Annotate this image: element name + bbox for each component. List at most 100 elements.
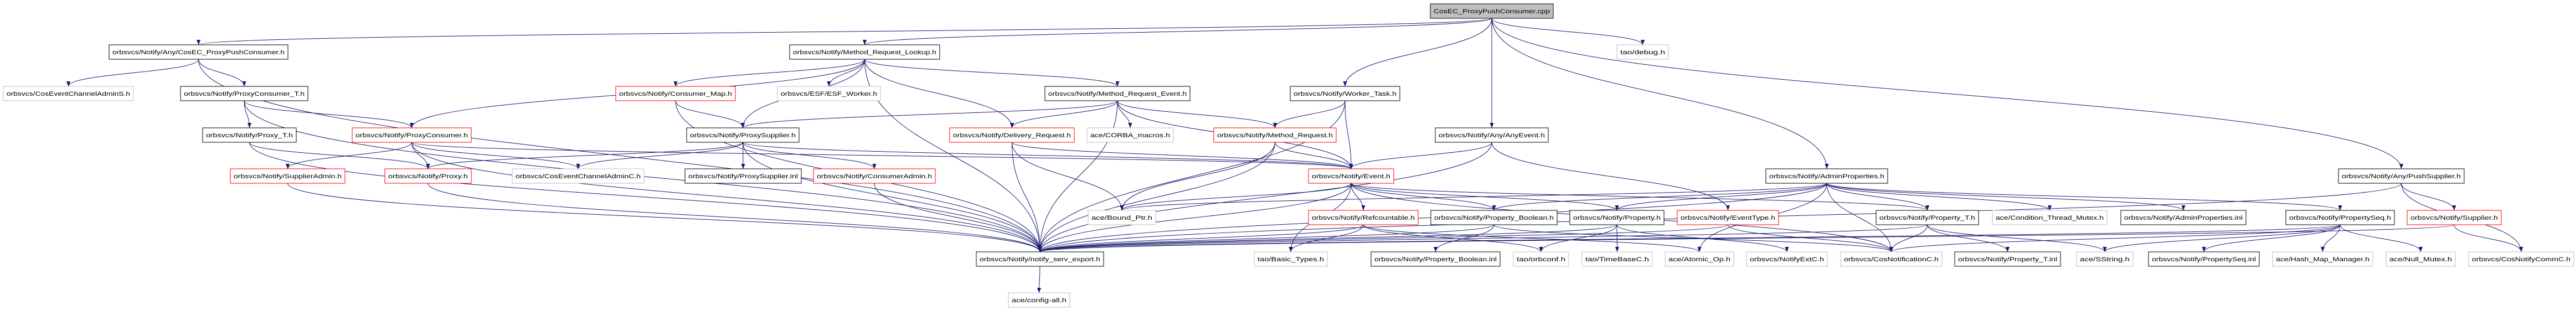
edge-orbsvcs-notify-adminproperties-h-to-ace-bound-ptr-h	[1120, 183, 1827, 211]
node-orbsvcs-notify-proxyconsumer-h[interactable]: orbsvcs/Notify/ProxyConsumer.h	[352, 127, 472, 143]
node-box	[1088, 210, 1156, 225]
edge-orbsvcs-notify-refcountable-h-to-ace-atomic-op-h	[1363, 224, 1702, 252]
node-ace-sstring-h: ace/SString.h	[2076, 251, 2134, 267]
node-orbsvcs-notify-property-boolean-inl[interactable]: orbsvcs/Notify/Property_Boolean.inl	[1371, 251, 1501, 267]
edge-orbsvcs-notify-consumer-map-h-to-orbsvcs-notify-proxysupplier-h	[675, 100, 745, 128]
node-box	[949, 127, 1075, 143]
node-label: CosEC_ProxyPushConsumer.cpp	[1434, 8, 1550, 15]
node-box	[2272, 251, 2373, 267]
node-label: orbsvcs/CosNotificationC.h	[1844, 256, 1939, 263]
edge-orbsvcs-notify-method-request-lookup-h-to-orbsvcs-notify-delivery-request-h	[864, 59, 1014, 128]
node-label: orbsvcs/Notify/Worker_Task.h	[1294, 91, 1397, 97]
node-box	[777, 86, 881, 101]
node-orbsvcs-notify-consumeradmin-h[interactable]: orbsvcs/Notify/ConsumerAdmin.h	[813, 168, 936, 184]
node-orbsvcs-notify-proxyconsumer-t-h[interactable]: orbsvcs/Notify/ProxyConsumer_T.h	[180, 86, 308, 101]
edge-orbsvcs-notify-property-boolean-h-to-orbsvcs-notify-property-boolean-inl	[1433, 224, 1495, 252]
node-orbsvcs-notify-adminproperties-inl[interactable]: orbsvcs/Notify/AdminProperties.inl	[2120, 210, 2247, 225]
node-box	[1569, 210, 1665, 225]
edge-orbsvcs-notify-proxyconsumer-h-to-orbsvcs-notify-event-h	[411, 142, 1353, 169]
node-label: orbsvcs/Notify/Delivery_Request.h	[953, 132, 1071, 139]
node-orbsvcs-notify-worker-task-h[interactable]: orbsvcs/Notify/Worker_Task.h	[1290, 86, 1400, 101]
edge-orbsvcs-notify-proxysupplier-h-to-orbsvcs-notify-notify-serv-export-h	[743, 142, 1042, 252]
edge-orbsvcs-notify-method-request-event-h-to-orbsvcs-notify-delivery-request-h	[1009, 100, 1118, 128]
node-orbsvcs-notify-delivery-request-h[interactable]: orbsvcs/Notify/Delivery_Request.h	[949, 127, 1075, 143]
node-label: tao/TimeBaseC.h	[1585, 256, 1649, 263]
edge-orbsvcs-notify-proxyconsumer-h-to-orbsvcs-notify-supplieradmin-h	[285, 142, 412, 169]
node-box	[2076, 251, 2134, 267]
node-orbsvcs-notify-method-request-h[interactable]: orbsvcs/Notify/Method_Request.h	[1213, 127, 1337, 143]
edge-orbsvcs-notify-consumeradmin-h-to-orbsvcs-notify-notify-serv-export-h	[874, 183, 1042, 252]
edge-orbsvcs-notify-method-request-lookup-h-to-orbsvcs-notify-consumer-map-h	[673, 59, 865, 87]
node-box	[3, 86, 134, 101]
node-box	[2468, 251, 2574, 267]
edge-orbsvcs-notify-event-h-to-orbsvcs-notify-notify-serv-export-h	[1038, 183, 1352, 252]
node-box	[789, 44, 940, 60]
node-label: orbsvcs/Notify/PropertySeq.inl	[2152, 256, 2256, 263]
edge-cosec-proxypushconsumer-cpp-to-orbsvcs-notify-method-request-lookup-h	[863, 18, 1492, 45]
node-box	[1581, 251, 1653, 267]
edge-orbsvcs-notify-proxyconsumer-h-to-orbsvcs-coseventchanneladminc-h	[411, 142, 580, 169]
nodes-layer: CosEC_ProxyPushConsumer.cpp orbsvcs/Notif…	[3, 3, 2574, 308]
node-orbsvcs-notify-supplier-h[interactable]: orbsvcs/Notify/Supplier.h	[2407, 210, 2502, 225]
node-orbsvcs-notify-event-h[interactable]: orbsvcs/Notify/Event.h	[1308, 168, 1394, 184]
node-orbsvcs-notify-propertyseq-h[interactable]: orbsvcs/Notify/PropertySeq.h	[2285, 210, 2395, 225]
edge-cosec-proxypushconsumer-cpp-to-tao-debug-h	[1491, 18, 1645, 45]
node-box	[1308, 210, 1419, 225]
node-orbsvcs-cosnotifycommc-h: orbsvcs/CosNotifyCommC.h	[2468, 251, 2574, 267]
node-orbsvcs-notify-proxysupplier-h[interactable]: orbsvcs/Notify/ProxySupplier.h	[686, 127, 800, 143]
edge-orbsvcs-notify-proxy-t-h-to-orbsvcs-notify-notify-serv-export-h	[249, 142, 1042, 252]
node-orbsvcs-notify-supplieradmin-h[interactable]: orbsvcs/Notify/SupplierAdmin.h	[230, 168, 346, 184]
node-orbsvcs-notify-method-request-lookup-h[interactable]: orbsvcs/Notify/Method_Request_Lookup.h	[789, 44, 940, 60]
edge-cosec-proxypushconsumer-cpp-to-orbsvcs-notify-worker-task-h	[1343, 18, 1492, 87]
node-label: tao/Basic_Types.h	[1258, 256, 1324, 263]
node-label: orbsvcs/Notify/Refcountable.h	[1312, 215, 1415, 221]
node-orbsvcs-notify-refcountable-h[interactable]: orbsvcs/Notify/Refcountable.h	[1308, 210, 1419, 225]
node-orbsvcs-notify-property-t-inl[interactable]: orbsvcs/Notify/Property_T.inl	[1954, 251, 2061, 267]
edge-orbsvcs-notify-worker-task-h-to-orbsvcs-notify-notify-serv-export-h	[1038, 100, 1346, 252]
edge-orbsvcs-notify-propertyseq-h-to-ace-null-mutex-h	[2340, 224, 2423, 252]
node-label: ace/Atomic_Op.h	[1668, 256, 1730, 263]
node-label: orbsvcs/CosEventChannelAdminS.h	[7, 91, 130, 97]
edge-orbsvcs-notify-proxyconsumer-t-h-to-orbsvcs-notify-proxyconsumer-h	[244, 100, 414, 128]
node-orbsvcs-notify-propertyseq-inl[interactable]: orbsvcs/Notify/PropertySeq.inl	[2148, 251, 2260, 267]
node-box	[512, 168, 645, 184]
node-orbsvcs-notify-adminproperties-h[interactable]: orbsvcs/Notify/AdminProperties.h	[1765, 168, 1888, 184]
node-orbsvcs-notify-property-boolean-h[interactable]: orbsvcs/Notify/Property_Boolean.h	[1430, 210, 1558, 225]
edge-orbsvcs-notify-method-request-event-h-to-ace-corba-macros-h	[1117, 100, 1132, 128]
edge-orbsvcs-notify-adminproperties-h-to-orbsvcs-notify-propertyseq-h	[1826, 183, 2342, 211]
edge-orbsvcs-notify-proxysupplier-h-to-orbsvcs-notify-proxy-h	[426, 142, 743, 169]
node-ace-hash-map-manager-h: ace/Hash_Map_Manager.h	[2272, 251, 2373, 267]
edge-orbsvcs-notify-property-t-h-to-orbsvcs-notify-property-t-inl	[1927, 224, 2010, 252]
edge-orbsvcs-notify-proxysupplier-h-to-orbsvcs-notify-event-h	[743, 142, 1353, 169]
edge-orbsvcs-notify-supplieradmin-h-to-orbsvcs-notify-notify-serv-export-h	[287, 183, 1042, 252]
node-orbsvcs-notify-proxy-t-h[interactable]: orbsvcs/Notify/Proxy_T.h	[202, 127, 297, 143]
edge-orbsvcs-notify-method-request-event-h-to-orbsvcs-notify-proxysupplier-h	[741, 100, 1118, 128]
node-orbsvcs-notify-consumer-map-h[interactable]: orbsvcs/Notify/Consumer_Map.h	[615, 86, 736, 101]
node-orbsvcs-notify-notify-serv-export-h[interactable]: orbsvcs/Notify/notify_serv_export.h	[976, 251, 1104, 267]
edge-orbsvcs-notify-property-t-h-to-orbsvcs-notify-notify-serv-export-h	[1038, 224, 1928, 252]
node-orbsvcs-notify-any-anyevent-h[interactable]: orbsvcs/Notify/Any/AnyEvent.h	[1435, 127, 1549, 143]
node-orbsvcs-notify-any-cosec-proxypushconsumer-h[interactable]: orbsvcs/Notify/Any/CosEC_ProxyPushConsum…	[109, 44, 288, 60]
node-orbsvcs-notify-eventtype-h[interactable]: orbsvcs/Notify/EventType.h	[1677, 210, 1779, 225]
node-label: orbsvcs/Notify/Property_T.h	[1879, 215, 1975, 221]
node-label: orbsvcs/Notify/EventType.h	[1681, 215, 1775, 221]
node-orbsvcs-notify-proxy-h[interactable]: orbsvcs/Notify/Proxy.h	[384, 168, 472, 184]
node-orbsvcs-notify-method-request-event-h[interactable]: orbsvcs/Notify/Method_Request_Event.h	[1044, 86, 1191, 101]
node-ace-condition-thread-mutex-h: ace/Condition_Thread_Mutex.h	[1992, 210, 2108, 225]
node-label: tao/debug.h	[1620, 49, 1665, 56]
node-box	[1616, 44, 1669, 60]
node-box	[1213, 127, 1337, 143]
node-orbsvcs-notify-any-pushsupplier-h[interactable]: orbsvcs/Notify/Any/PushSupplier.h	[2338, 168, 2465, 184]
edge-cosec-proxypushconsumer-cpp-to-orbsvcs-notify-any-pushsupplier-h	[1491, 18, 2403, 169]
node-orbsvcs-notify-property-t-h[interactable]: orbsvcs/Notify/Property_T.h	[1876, 210, 1979, 225]
node-label: orbsvcs/Notify/ProxyConsumer_T.h	[184, 91, 305, 97]
node-orbsvcs-esf-esf-worker-h: orbsvcs/ESF/ESF_Worker.h	[777, 86, 881, 101]
edge-orbsvcs-notify-property-t-h-to-ace-sstring-h	[1927, 224, 2107, 252]
node-tao-orbconf-h: tao/orbconf.h	[1513, 251, 1569, 267]
node-orbsvcs-notify-proxysupplier-inl[interactable]: orbsvcs/Notify/ProxySupplier.inl	[684, 168, 802, 184]
node-box	[2338, 168, 2465, 184]
edge-orbsvcs-notify-adminproperties-h-to-orbsvcs-notify-property-boolean-h	[1492, 183, 1827, 211]
node-orbsvcs-notify-property-h[interactable]: orbsvcs/Notify/Property.h	[1569, 210, 1665, 225]
node-label: orbsvcs/Notify/Method_Request_Lookup.h	[793, 49, 936, 56]
edge-orbsvcs-notify-proxyconsumer-h-to-orbsvcs-notify-notify-serv-export-h	[411, 142, 1042, 252]
